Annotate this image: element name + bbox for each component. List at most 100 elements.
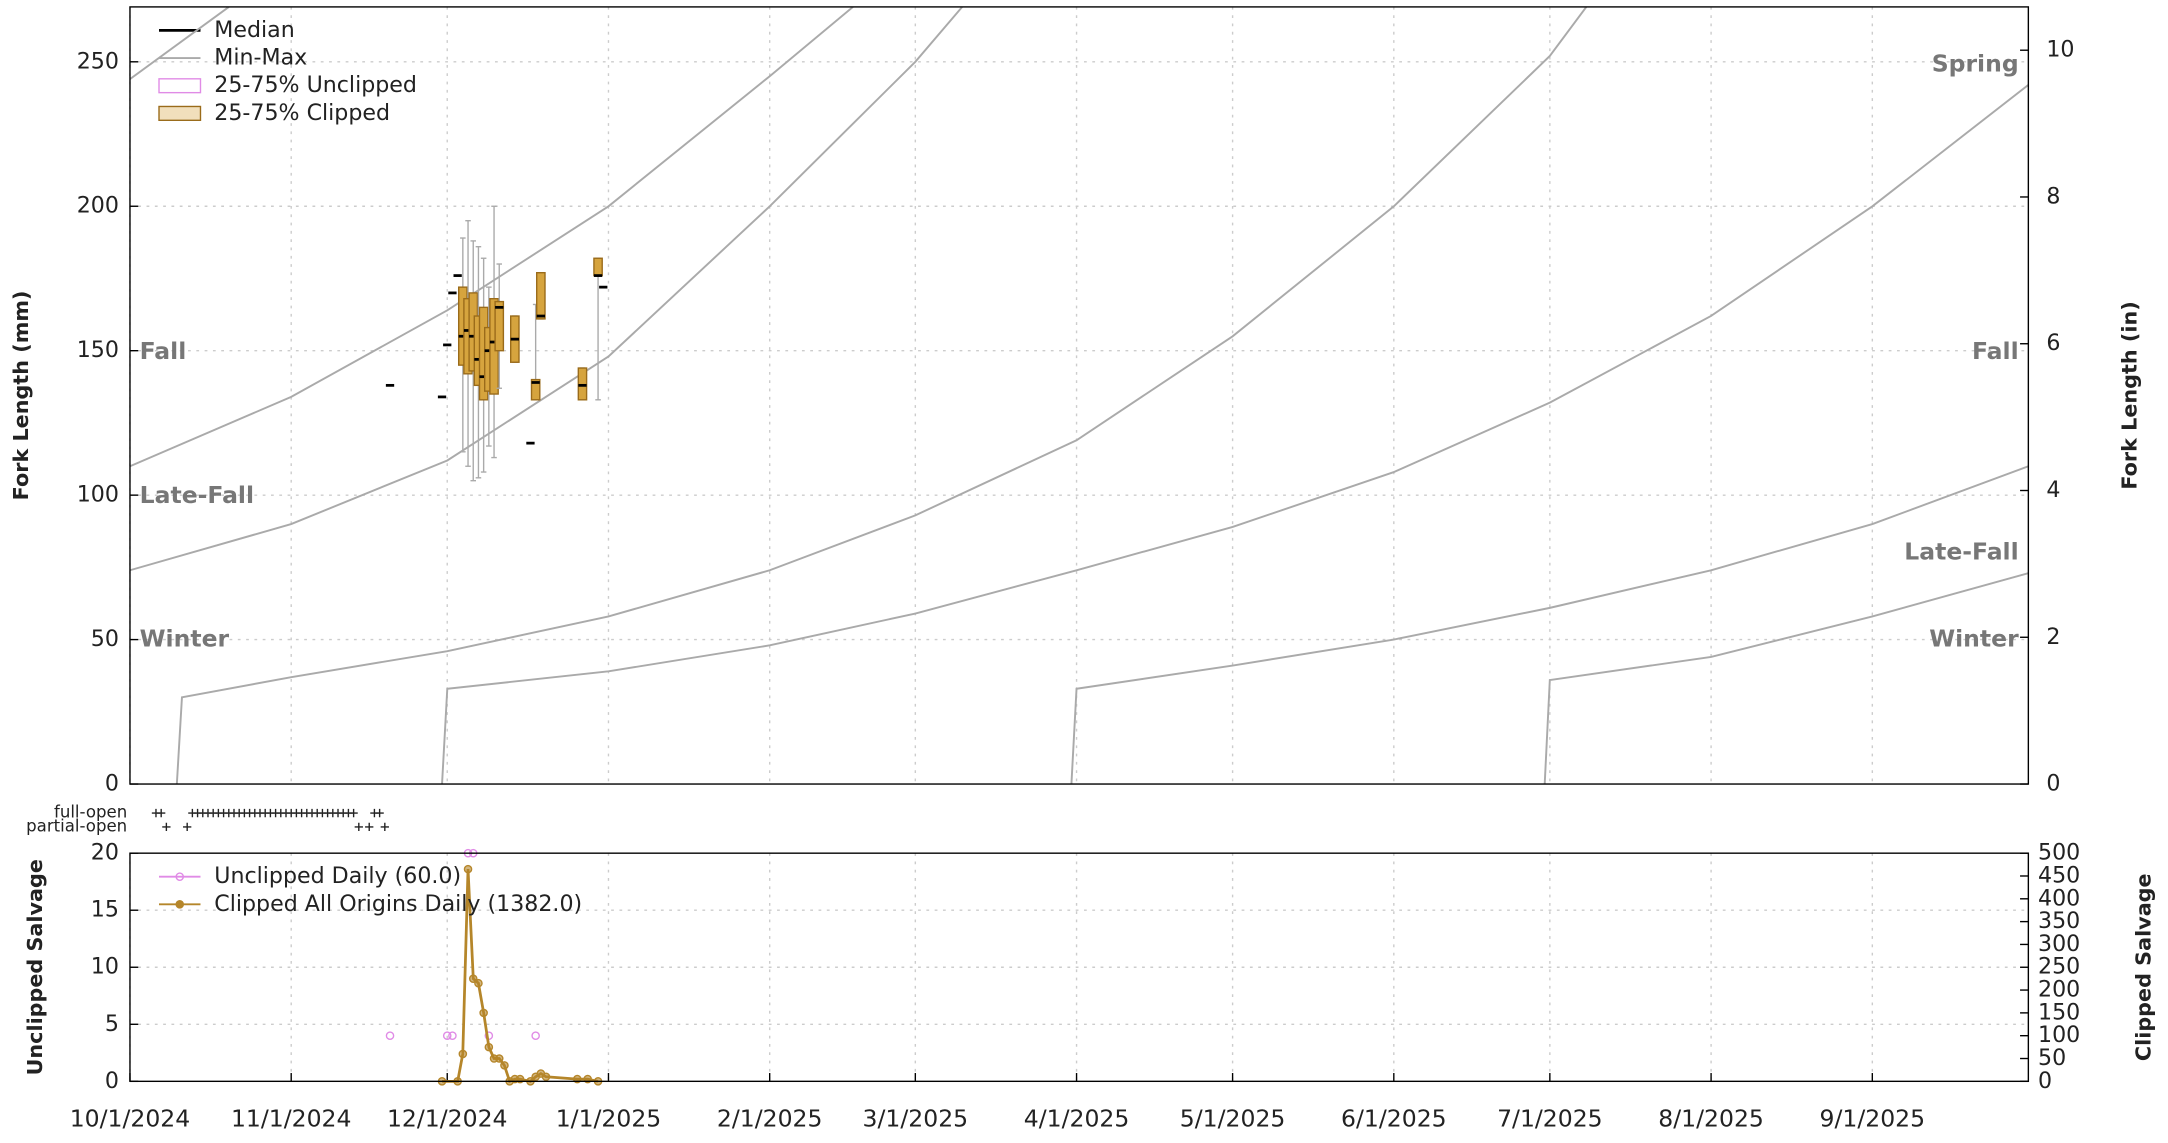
y2-tick-label: 8 [2046, 183, 2060, 209]
x-tick-label: 6/1/2025 [1341, 1105, 1447, 1133]
annotation: Fall [1972, 337, 2019, 365]
event-mark [375, 808, 384, 818]
series-point [479, 1008, 488, 1018]
event-mark [354, 822, 363, 832]
x-tick-label: 3/1/2025 [863, 1105, 969, 1133]
x-tick-label: 7/1/2025 [1497, 1105, 1603, 1133]
x-tick-label: 12/1/2024 [387, 1105, 507, 1133]
event-mark [380, 822, 389, 832]
series-point [442, 1031, 452, 1040]
y2-tick-label: 250 [2038, 954, 2080, 980]
y2-axis-title: Fork Length (in) [2118, 301, 2142, 489]
series-point [468, 974, 478, 983]
top-plot: 0 50 100 150 200 250 0 2 4 6 8 10 Fork Length (mm) Fo… [9, 6, 2142, 797]
x-tick-label: 2/1/2025 [717, 1105, 823, 1133]
top-frame [129, 6, 2030, 785]
x-tick-label: 1/1/2025 [556, 1105, 662, 1133]
series-point [448, 1031, 457, 1040]
y2-tick-label: 400 [2038, 885, 2080, 911]
x-tick-label: 9/1/2025 [1820, 1105, 1926, 1133]
y2-tick-label: 350 [2038, 908, 2080, 934]
box [536, 272, 546, 320]
event-mark [183, 822, 192, 832]
criteria-curve [441, 84, 2029, 785]
series-point [484, 1042, 494, 1052]
y-axis-title: Unclipped Salvage [23, 859, 47, 1075]
x-tick-label: 5/1/2025 [1180, 1105, 1286, 1133]
event-mark [157, 808, 166, 818]
legend-label: Clipped All Origins Daily (1382.0) [214, 891, 582, 917]
x-tick-label: 11/1/2024 [231, 1105, 351, 1133]
event-mark [162, 822, 171, 832]
legend-label: Unclipped Daily (60.0) [214, 863, 461, 889]
legend-swatch [158, 105, 202, 121]
series-point [531, 1031, 540, 1040]
x-tick-label: 10/1/2024 [70, 1105, 190, 1133]
criteria-curve [129, 6, 230, 80]
event-mark [365, 822, 374, 832]
y2-tick-label: 4 [2046, 477, 2060, 503]
box [593, 257, 603, 277]
annotation: Late-Fall [140, 481, 254, 509]
criteria-curve [1543, 572, 2029, 785]
y-tick-label: 0 [105, 771, 119, 797]
legend-swatch [175, 900, 185, 909]
y2-tick-label: 450 [2038, 862, 2080, 888]
box [494, 300, 505, 352]
legend-label: Median [214, 17, 294, 43]
series-point [500, 1061, 509, 1070]
y-tick-label: 15 [91, 897, 119, 923]
y-tick-label: 200 [77, 193, 119, 219]
legend-swatch [158, 78, 202, 94]
box [530, 378, 541, 401]
series-point [494, 1054, 504, 1063]
series-point [458, 1049, 468, 1059]
y-tick-label: 5 [105, 1011, 119, 1037]
legend-label: 25-75% Clipped [214, 100, 390, 126]
annotation: Winter [140, 625, 230, 653]
curves [129, 6, 2029, 785]
annotation: Fall [140, 337, 187, 365]
series-point [541, 1072, 551, 1082]
bottom-frame [129, 852, 2030, 1083]
y2-tick-label: 500 [2038, 840, 2080, 866]
annotation: Spring [1932, 49, 2019, 77]
criteria-curve [175, 6, 1588, 785]
y-tick-label: 10 [91, 954, 119, 980]
y-tick-label: 0 [105, 1068, 119, 1094]
box [577, 367, 588, 401]
y2-tick-label: 150 [2038, 999, 2080, 1025]
criteria-curve [129, 6, 854, 468]
y-tick-label: 20 [91, 840, 119, 866]
y2-tick-label: 2 [2046, 624, 2060, 650]
series-point [463, 864, 473, 874]
x-tick-label: 4/1/2025 [1024, 1105, 1130, 1133]
annotation: Late-Fall [1904, 538, 2018, 566]
y-tick-label: 150 [77, 337, 119, 363]
series-point [385, 1031, 395, 1040]
y2-tick-label: 50 [2038, 1045, 2066, 1071]
event-row-label: partial-open [26, 816, 127, 835]
y-tick-label: 100 [77, 482, 119, 508]
y2-tick-label: 10 [2046, 37, 2074, 63]
legend-label: Min-Max [214, 45, 307, 71]
x-tick-label: 8/1/2025 [1658, 1105, 1764, 1133]
annotation: Winter [1929, 625, 2019, 653]
y2-axis-title: Clipped Salvage [2131, 873, 2155, 1061]
series-point [474, 978, 483, 988]
legend-swatch [175, 872, 185, 881]
y2-tick-label: 300 [2038, 931, 2080, 957]
legend-label: 25-75% Unclipped [214, 72, 417, 98]
y2-tick-label: 0 [2046, 771, 2060, 797]
event-row-label: full-open [54, 803, 127, 822]
bottom-plot: 10/1/2024 11/1/2024 12/1/2024 1/1/2025 2/1/2… [23, 840, 2156, 1133]
criteria-curve [129, 6, 963, 572]
y2-tick-label: 100 [2038, 1022, 2080, 1048]
y-tick-label: 250 [77, 48, 119, 74]
y2-tick-label: 200 [2038, 977, 2080, 1003]
y-axis-title: Fork Length (mm) [9, 291, 33, 501]
